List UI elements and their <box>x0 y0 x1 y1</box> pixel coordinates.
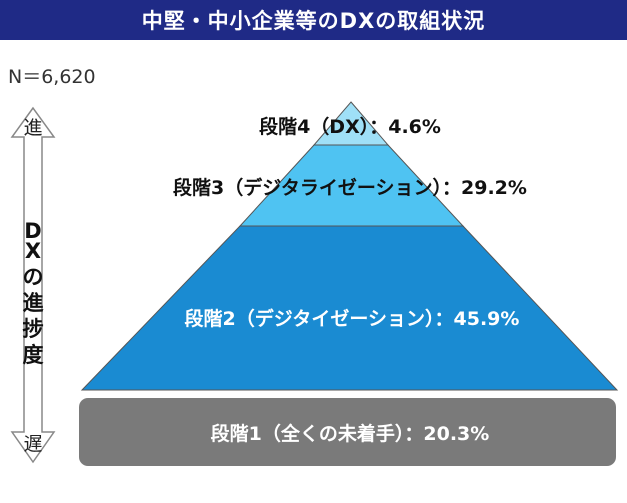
axis-label-char: の <box>23 265 44 289</box>
axis-label-char: X <box>25 239 41 263</box>
axis-label-char: 捗 <box>23 317 44 341</box>
level1-label: 段階1（全くの未着手）：20.3% <box>211 422 490 445</box>
axis-label-char: 進 <box>23 291 44 315</box>
axis-label-char: D <box>24 219 41 243</box>
title-bar: 中堅・中小企業等のDXの取組状況 <box>0 0 627 40</box>
progress-axis: 進 遅 D X の 進 捗 度 <box>10 106 56 464</box>
level3-label: 段階3（デジタライゼーション）：29.2% <box>173 176 527 199</box>
level2-label: 段階2（デジタイゼーション）：45.9% <box>185 307 520 330</box>
level1-block <box>79 398 616 466</box>
axis-top-label: 進 <box>23 117 42 139</box>
progress-axis-arrow <box>10 106 56 464</box>
level4-label: 段階4（DX）：4.6% <box>259 115 441 138</box>
level2-tier <box>80 225 619 391</box>
axis-bottom-label: 遅 <box>23 433 42 455</box>
page-title: 中堅・中小企業等のDXの取組状況 <box>141 9 486 33</box>
sample-size: N＝6,620 <box>8 66 96 88</box>
axis-label-char: 度 <box>23 343 44 367</box>
